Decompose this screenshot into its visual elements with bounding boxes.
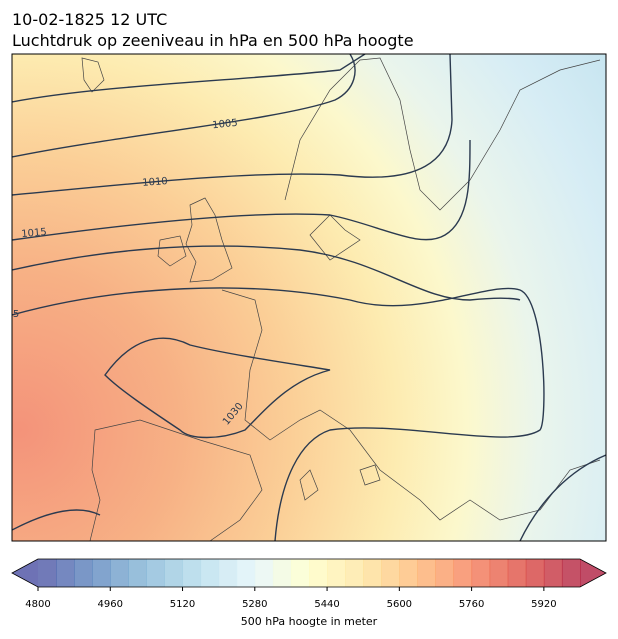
colorbar-segment — [399, 559, 418, 587]
colorbar-segment — [146, 559, 165, 587]
colorbar-segment — [38, 559, 57, 587]
colorbar-tick-label: 5920 — [531, 599, 556, 610]
colorbar-frame — [11, 558, 607, 588]
colorbar-segment — [254, 559, 274, 587]
colorbar-segment — [471, 559, 491, 587]
coastlines — [81, 57, 601, 541]
coast — [309, 214, 361, 261]
colorbar-extend — [580, 559, 606, 587]
map-frame — [11, 53, 607, 542]
isobar — [12, 287, 545, 541]
colorbar-tick-label: 5120 — [170, 599, 195, 610]
colorbar-segment — [74, 559, 93, 587]
colorbar-segment — [561, 559, 581, 587]
colorbar-segment — [56, 559, 75, 587]
colorbar-segment — [272, 559, 292, 587]
colorbar-segment — [110, 559, 129, 587]
colorbar-segment — [435, 559, 455, 587]
colorbar-segment — [128, 559, 147, 587]
colorbar-label: 500 hPa hoogte in meter — [241, 615, 378, 628]
map: 1005 1010 1015 5 1030 — [12, 54, 606, 541]
colorbar-extend — [12, 559, 38, 587]
coast — [185, 197, 233, 283]
isobar — [12, 245, 521, 301]
isobar — [12, 139, 471, 241]
isobar — [12, 54, 366, 103]
isobar — [12, 509, 101, 531]
colorbar-tick-label: 4800 — [25, 599, 50, 610]
colorbar-segment — [92, 559, 111, 587]
coast — [81, 57, 105, 93]
coast — [221, 289, 601, 521]
colorbar-segment — [507, 559, 527, 587]
coast — [359, 464, 381, 486]
isobars — [12, 54, 606, 541]
title-line-1: 10-02-1825 12 UTC — [12, 10, 167, 29]
colorbar-tick-label: 4960 — [98, 599, 123, 610]
colorbar-segment — [200, 559, 220, 587]
colorbar-tick-label: 5280 — [242, 599, 267, 610]
colorbar-segment — [345, 559, 364, 587]
isobar-label: 1015 — [21, 227, 47, 240]
colorbar-segment — [309, 559, 328, 587]
colorbar-segment — [543, 559, 563, 587]
colorbar-segment — [363, 559, 382, 587]
colorbar-tick-label: 5440 — [314, 599, 339, 610]
colorbar-segment — [489, 559, 509, 587]
colorbar-segment — [417, 559, 436, 587]
colorbar-segment — [453, 559, 473, 587]
colorbar-segment — [327, 559, 346, 587]
colorbar-segment — [525, 559, 545, 587]
colorbar-segment — [236, 559, 256, 587]
colorbar-tick-label: 5760 — [459, 599, 484, 610]
colorbar-segment — [381, 559, 400, 587]
isobar-label: 1005 — [212, 118, 238, 132]
colorbar-segment — [164, 559, 184, 587]
isobar — [519, 454, 606, 541]
height-field — [12, 54, 606, 541]
isobar-label: 1010 — [142, 176, 168, 189]
colorbar: 4800 4960 5120 5280 5440 5600 5760 5920 — [11, 558, 607, 610]
coast — [299, 469, 319, 501]
colorbar-segment — [218, 559, 238, 587]
colorbar-segment — [182, 559, 202, 587]
colorbar-segment — [290, 559, 310, 587]
isobar-label: 5 — [13, 309, 19, 320]
title-line-2: Luchtdruk op zeeniveau in hPa en 500 hPa… — [12, 31, 414, 50]
colorbar-tick-label: 5600 — [387, 599, 412, 610]
isobar — [104, 337, 331, 439]
isobar — [12, 54, 453, 196]
coast — [89, 419, 263, 541]
isobar — [12, 54, 356, 158]
coast — [284, 57, 601, 211]
coast — [157, 235, 187, 267]
